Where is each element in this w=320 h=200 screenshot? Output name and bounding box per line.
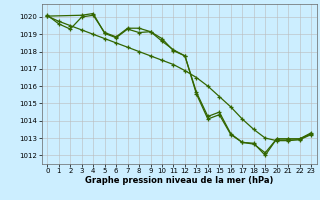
X-axis label: Graphe pression niveau de la mer (hPa): Graphe pression niveau de la mer (hPa) [85,176,273,185]
